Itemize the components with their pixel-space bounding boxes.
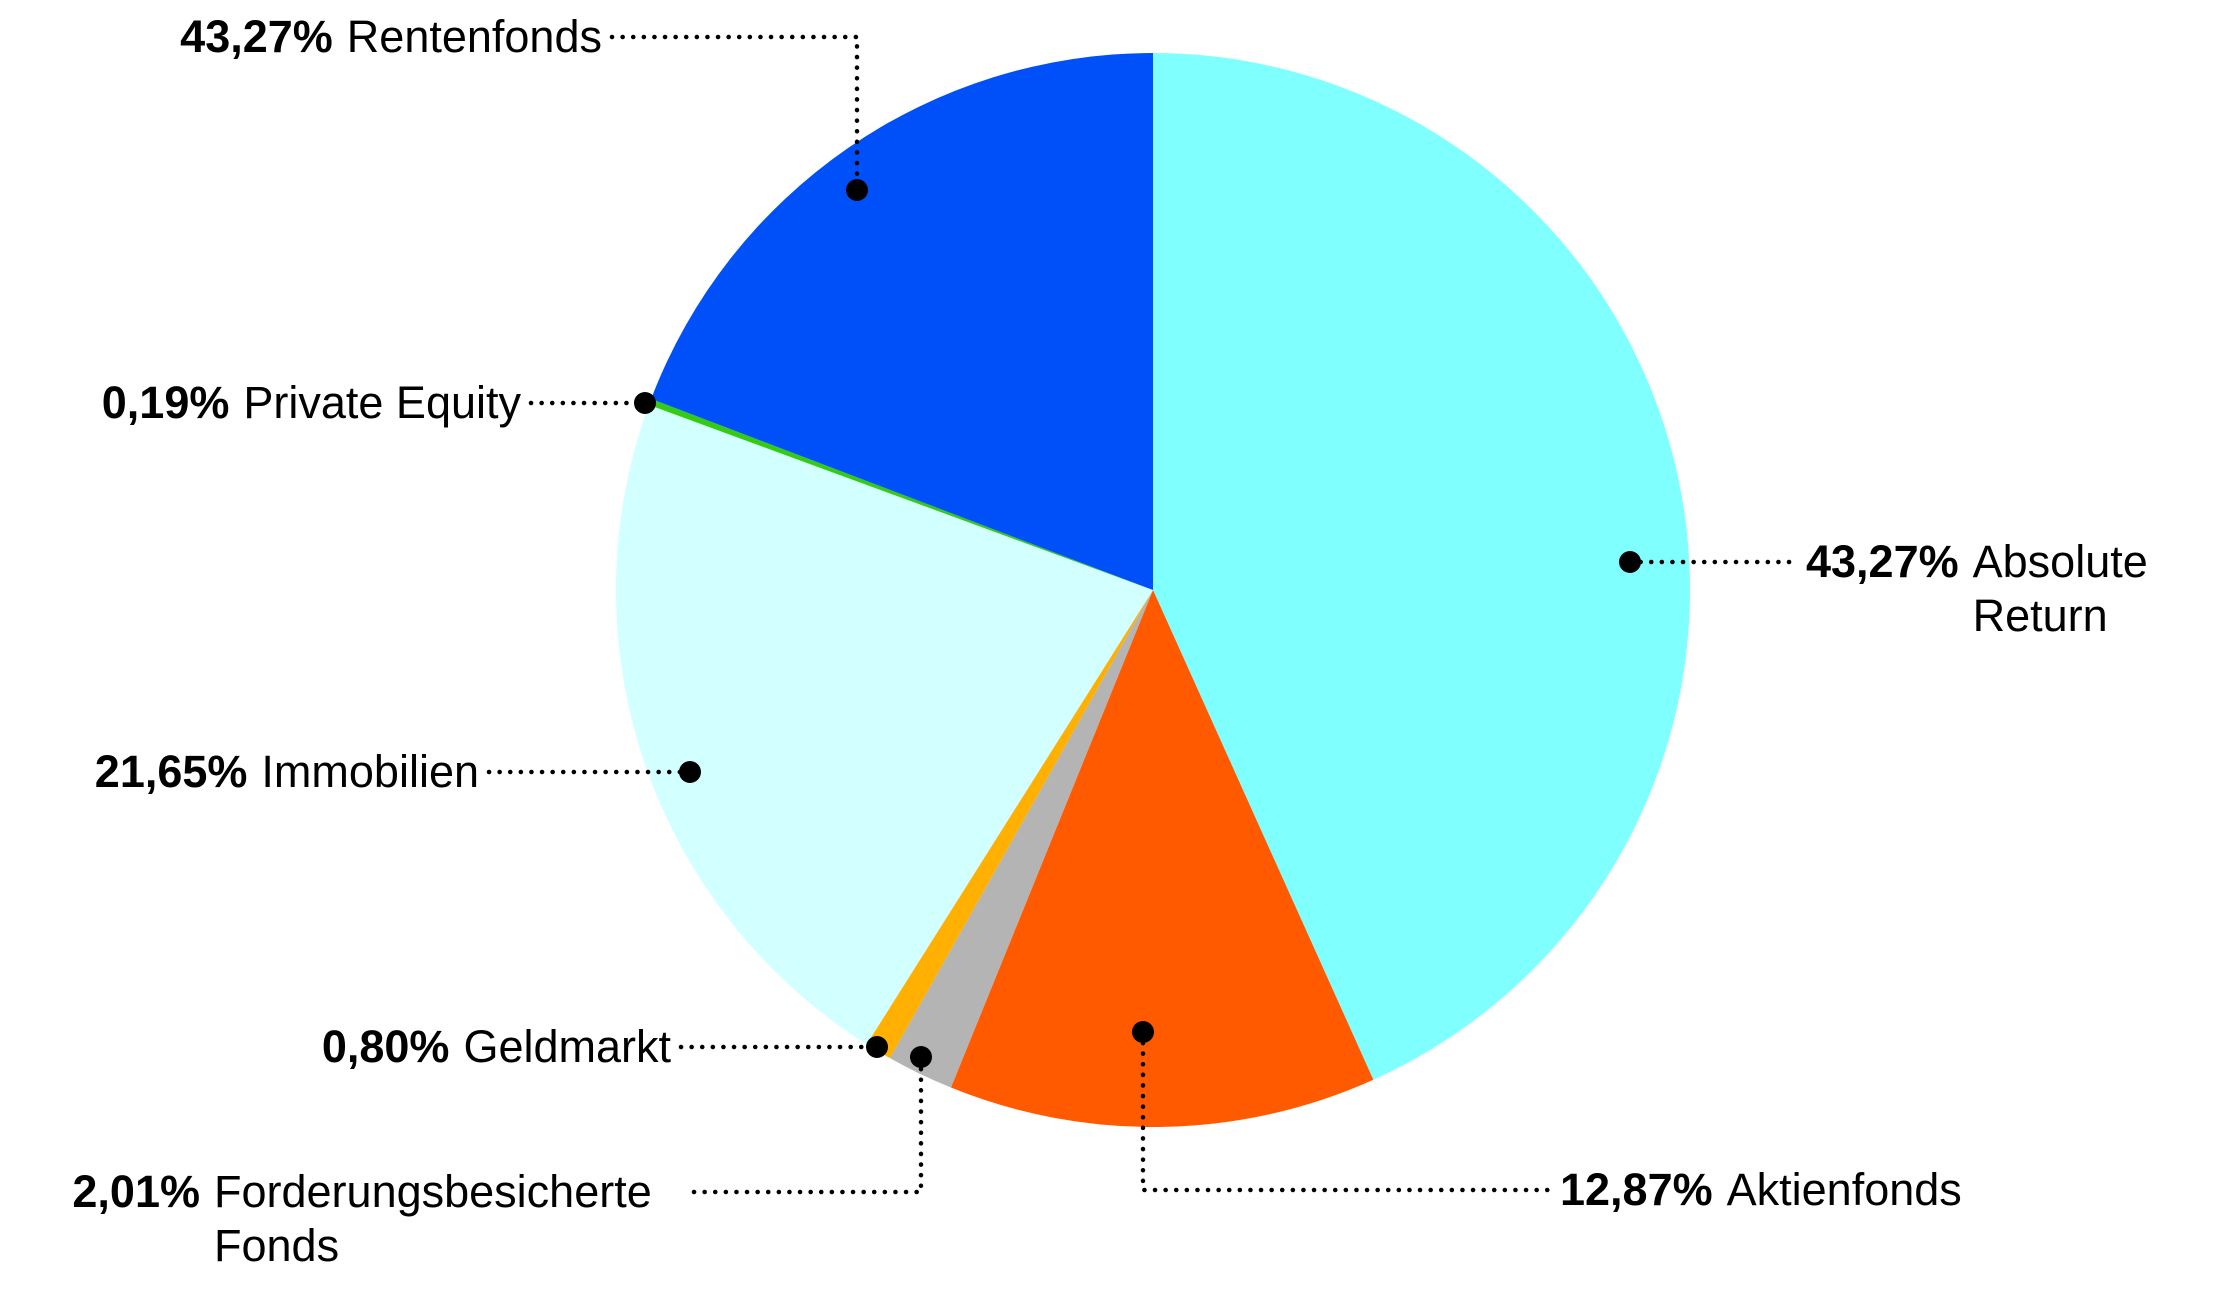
callout-name-geldmarkt: Geldmarkt <box>463 1021 671 1072</box>
pie-slice-rentenfonds <box>651 53 1153 590</box>
leader-line-forderungsbesicherte-fonds <box>691 1065 924 1195</box>
pie-callout-absolute-return: 43,27% Absolute Return <box>1806 535 2183 643</box>
callout-name-absolute-return: Absolute Return <box>1972 536 2148 641</box>
callout-percent-absolute-return: 43,27% <box>1806 536 1959 587</box>
leader-line-aktienfonds <box>1140 1040 1551 1193</box>
callout-name-immobilien: Immobilien <box>261 746 479 797</box>
leader-dot-rentenfonds <box>846 179 868 201</box>
callout-percent-rentenfonds: 43,27% <box>180 11 333 62</box>
leader-dot-aktienfonds <box>1132 1021 1154 1043</box>
callout-name-private-equity: Private Equity <box>243 377 521 428</box>
pie-callout-immobilien: 21,65% Immobilien <box>95 745 479 799</box>
callout-percent-forderungsbesicherte-fonds: 2,01% <box>72 1166 200 1217</box>
pie-slices-group <box>616 52 1691 1128</box>
pie-slice-immobilien <box>616 404 1153 1045</box>
callout-name-forderungsbesicherte-fonds: Forderungsbesicherte Fonds <box>214 1166 652 1271</box>
pie-callout-aktienfonds: 12,87% Aktienfonds <box>1560 1163 1962 1217</box>
leader-dot-absolute-return <box>1619 551 1641 573</box>
callout-name-rentenfonds: Rentenfonds <box>346 11 602 62</box>
pie-slice-geldmarkt <box>866 590 1153 1059</box>
pie-slice-private-equity <box>648 398 1153 590</box>
pie-slice-absolute-return <box>1153 52 1691 1080</box>
pie-callout-forderungsbesicherte-fonds: 2,01% Forderungsbesicherte Fonds <box>72 1165 684 1273</box>
callout-percent-private-equity: 0,19% <box>101 377 230 428</box>
pie-callout-private-equity: 0,19% Private Equity <box>102 376 521 430</box>
pie-slice-forderungsbesicherte-fonds <box>889 590 1153 1088</box>
leader-dot-private-equity <box>634 392 656 414</box>
pie-callout-rentenfonds: 43,27% Rentenfonds <box>180 10 602 64</box>
pie-callout-geldmarkt: 0,80% Geldmarkt <box>322 1020 671 1074</box>
leader-lines-group <box>486 34 1800 1195</box>
leader-dot-forderungsbesicherte-fonds <box>910 1046 932 1068</box>
callout-percent-geldmarkt: 0,80% <box>321 1021 450 1072</box>
callout-percent-immobilien: 21,65% <box>94 746 248 797</box>
callout-percent-aktienfonds: 12,87% <box>1560 1164 1713 1215</box>
pie-slice-aktienfonds <box>950 590 1374 1128</box>
leader-line-rentenfonds <box>609 34 860 181</box>
leader-dot-immobilien <box>679 761 701 783</box>
callout-name-aktienfonds: Aktienfonds <box>1726 1164 1962 1215</box>
leader-dot-geldmarkt <box>866 1036 888 1058</box>
